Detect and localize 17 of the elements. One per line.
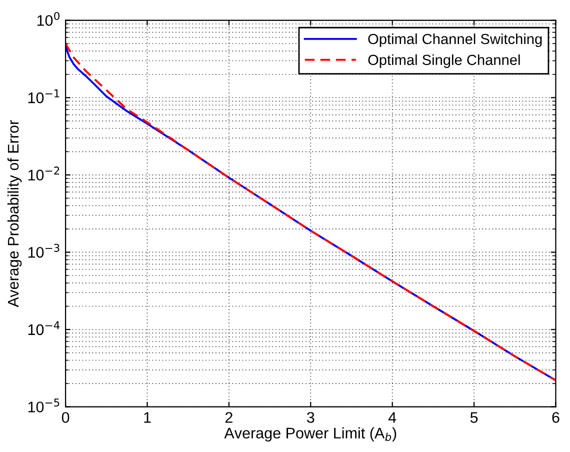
y-tick-label: 10$^{−3}$ (28, 244, 60, 258)
x-axis-title: Average Power Limit (A$_{b}$) (224, 427, 396, 442)
x-tick-label: 3 (306, 412, 314, 423)
y-axis-title: Average Probability of Error (7, 120, 22, 308)
x-tick-label: 6 (552, 412, 560, 423)
y-tick-label: 10$^{−4}$ (28, 321, 60, 336)
x-tick-label: 1 (144, 412, 151, 423)
y-tick-label: 10$^{0}$ (37, 12, 60, 26)
x-tick-label: 4 (388, 412, 396, 423)
y-tick-label: 10$^{−5}$ (28, 398, 60, 412)
legend-label: Optimal Channel Switching (368, 33, 542, 48)
y-tick-label: 10$^{−2}$ (28, 166, 60, 180)
x-tick-label: 0 (62, 412, 70, 423)
y-tick-label: 10$^{−1}$ (28, 89, 60, 104)
x-tick-label: 2 (225, 412, 232, 423)
legend-label: Optimal Single Channel (368, 54, 520, 68)
x-tick-label: 5 (470, 412, 478, 423)
